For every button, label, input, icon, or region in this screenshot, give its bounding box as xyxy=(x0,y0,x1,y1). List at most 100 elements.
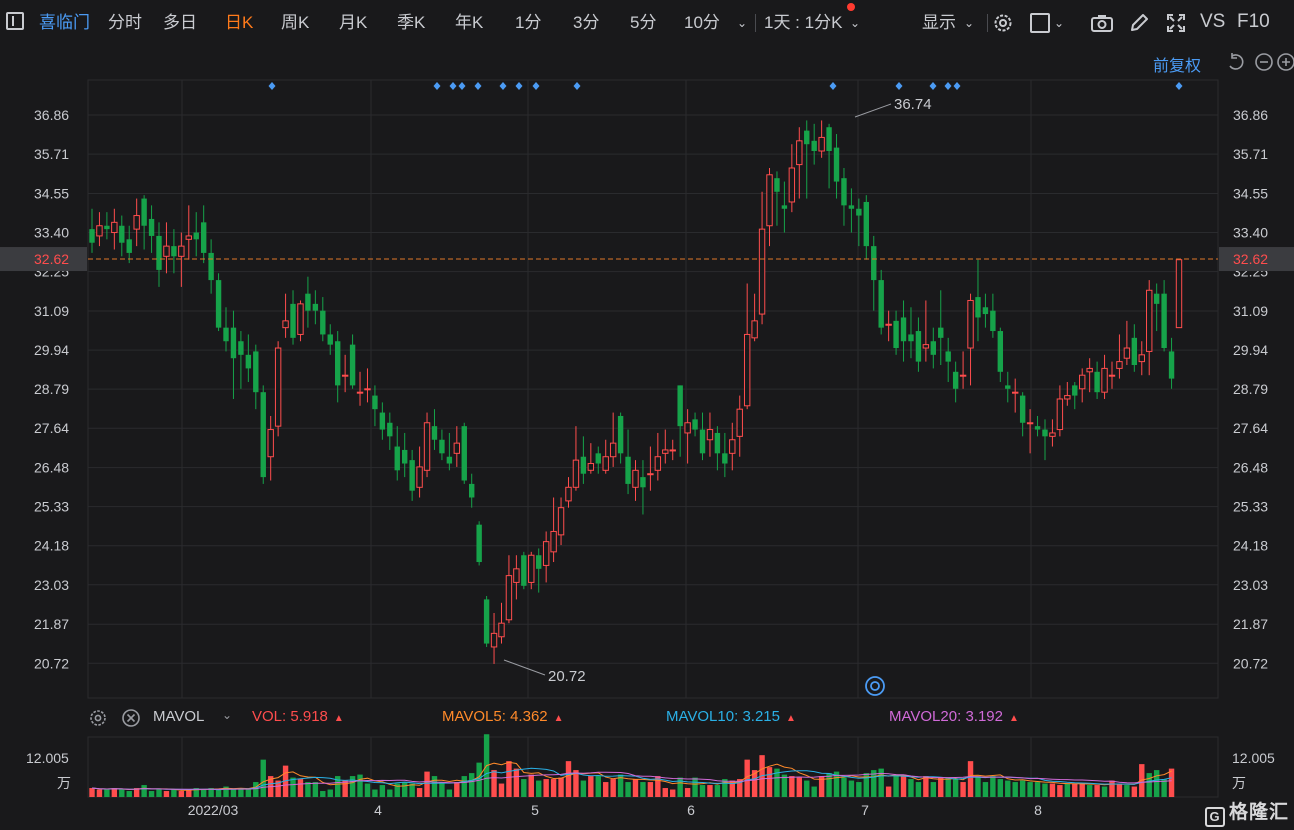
tab-1min[interactable]: 1分 xyxy=(515,13,542,32)
event-marker-icon[interactable] xyxy=(1175,82,1183,90)
volume-bar xyxy=(215,789,222,797)
watermark-logo: G 格隆汇 xyxy=(1205,797,1289,827)
candle-body-up xyxy=(602,456,609,471)
candle-body-up xyxy=(416,466,423,488)
candle-body-down xyxy=(469,483,475,498)
vs-button[interactable]: VS xyxy=(1200,11,1226,32)
candle-body-up xyxy=(684,422,691,434)
tab-daily-k[interactable]: 日K xyxy=(225,13,254,32)
event-marker-icon[interactable] xyxy=(515,82,523,90)
volume-bar xyxy=(342,780,348,797)
up-arrow-icon: ▲ xyxy=(1008,713,1019,724)
candle-body-down xyxy=(975,297,981,318)
locate-icon-inner[interactable] xyxy=(870,681,880,691)
volume-bar xyxy=(1146,773,1152,797)
mavol10-value: 3.215 xyxy=(742,708,780,725)
tab-multiday[interactable]: 多日 xyxy=(163,13,197,32)
indicator-name[interactable]: MAVOL xyxy=(153,708,205,725)
candle-body-down xyxy=(1094,371,1100,393)
pencil-icon[interactable] xyxy=(1128,12,1150,39)
volume-bar xyxy=(632,779,639,797)
volume-bar xyxy=(156,789,162,797)
period-select[interactable]: 1天 : 1分K xyxy=(764,13,843,32)
event-marker-icon[interactable] xyxy=(449,82,457,90)
price-tick-label-right: 23.03 xyxy=(1233,577,1268,593)
candle-body-up xyxy=(505,575,513,621)
volume-bar xyxy=(781,774,788,797)
candle-body-down xyxy=(826,127,832,152)
candle-body-up xyxy=(282,320,289,329)
tab-weekly-k[interactable]: 周K xyxy=(281,13,310,32)
volume-bar xyxy=(1161,779,1167,797)
tab-5min[interactable]: 5分 xyxy=(630,13,657,32)
indicator-chevron-icon[interactable]: ⌄ xyxy=(222,708,233,722)
fullscreen-icon[interactable] xyxy=(1165,12,1187,39)
max-price-label: 36.74 xyxy=(894,96,932,113)
candle-body-up xyxy=(736,408,743,437)
volume-bar xyxy=(804,780,810,797)
candle-body-down xyxy=(640,477,646,488)
volume-bar xyxy=(208,788,214,797)
price-adjust-label[interactable]: 前复权 xyxy=(1153,58,1202,75)
tab-intraday[interactable]: 分时 xyxy=(108,13,142,32)
display-chevron-icon[interactable]: ⌄ xyxy=(964,16,975,30)
event-marker-icon[interactable] xyxy=(532,82,540,90)
time-axis-label: 5 xyxy=(531,802,539,818)
event-marker-icon[interactable] xyxy=(433,82,441,90)
event-marker-icon[interactable] xyxy=(499,82,507,90)
settings-gear-icon[interactable] xyxy=(88,708,108,733)
candle-body-down xyxy=(677,385,683,427)
tab-monthly-k[interactable]: 月K xyxy=(339,13,368,32)
kline-chart[interactable]: 36.86 36.86 35.71 35.71 34.55 34.55 33.40 33.40… xyxy=(0,46,1294,830)
tab-quarterly-k[interactable]: 季K xyxy=(397,13,426,32)
f10-button[interactable]: F10 xyxy=(1237,11,1270,32)
display-menu[interactable]: 显示 xyxy=(922,13,956,32)
color-square-icon[interactable] xyxy=(1030,13,1050,33)
color-chevron-icon[interactable]: ⌄ xyxy=(1054,16,1065,30)
candle-body-down xyxy=(625,456,631,484)
more-tabs-chevron-icon[interactable]: ⌄ xyxy=(737,16,748,30)
settings-gear-icon[interactable] xyxy=(992,12,1014,39)
volume-bar xyxy=(573,770,579,797)
panel-toggle-icon[interactable] xyxy=(6,12,24,30)
candle-body-up xyxy=(818,136,825,152)
event-marker-icon[interactable] xyxy=(929,82,937,90)
tab-yearly-k[interactable]: 年K xyxy=(455,13,484,32)
event-marker-icon[interactable] xyxy=(953,82,961,90)
volume-bar xyxy=(1057,785,1063,797)
stock-name[interactable]: 喜临门 xyxy=(39,13,90,32)
event-marker-icon[interactable] xyxy=(268,82,276,90)
zoom-out-icon[interactable] xyxy=(1254,52,1274,77)
period-chevron-icon[interactable]: ⌄ xyxy=(850,16,861,30)
candle-body-down xyxy=(1072,385,1078,396)
camera-icon[interactable] xyxy=(1090,13,1114,38)
event-marker-icon[interactable] xyxy=(573,82,581,90)
volume-bar xyxy=(1086,785,1093,797)
tab-3min[interactable]: 3分 xyxy=(573,13,600,32)
volume-bar xyxy=(364,783,371,797)
price-tick-label-right: 29.94 xyxy=(1233,342,1268,358)
toolbar-divider xyxy=(755,14,756,32)
candle-body-up xyxy=(1146,289,1153,352)
volume-bar xyxy=(856,782,862,797)
volume-bar xyxy=(677,777,683,797)
event-marker-icon[interactable] xyxy=(458,82,466,90)
close-indicator-icon[interactable] xyxy=(121,708,141,733)
event-marker-icon[interactable] xyxy=(895,82,903,90)
tab-10min[interactable]: 10分 xyxy=(684,13,720,32)
volume-bar xyxy=(171,789,177,797)
volume-bar xyxy=(409,783,415,797)
undo-icon[interactable] xyxy=(1226,52,1246,77)
volume-bar xyxy=(841,777,847,797)
volume-bar xyxy=(513,768,520,797)
locate-icon[interactable] xyxy=(865,676,885,696)
volume-bar xyxy=(826,773,832,797)
zoom-in-icon[interactable] xyxy=(1276,52,1294,77)
event-marker-icon[interactable] xyxy=(944,82,952,90)
event-marker-icon[interactable] xyxy=(474,82,482,90)
volume-bar xyxy=(878,768,884,797)
event-marker-icon[interactable] xyxy=(829,82,837,90)
candle-body-up xyxy=(587,463,595,471)
candle-body-up xyxy=(729,439,736,454)
price-tick-label-left: 36.86 xyxy=(34,107,69,123)
